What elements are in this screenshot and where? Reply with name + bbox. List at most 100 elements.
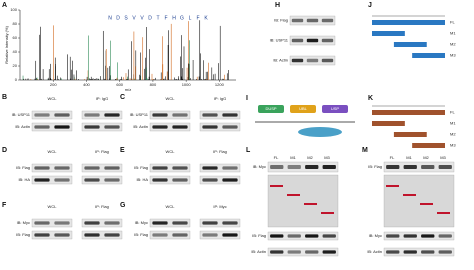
construct-bar <box>372 110 445 115</box>
column-title: WCL <box>166 96 176 101</box>
row-label: IB: Myc <box>135 220 148 225</box>
band <box>322 250 336 254</box>
band <box>287 234 301 238</box>
row-label: IB: HA <box>136 177 148 182</box>
row-label: IB: Actin <box>273 58 288 63</box>
row-label: IB: Flag <box>16 165 30 170</box>
row-label: IB: Myc <box>17 220 30 225</box>
residue: D <box>148 15 152 21</box>
blot <box>31 230 73 240</box>
band <box>84 113 100 117</box>
residue: G <box>180 15 184 21</box>
row-label: IB: Flag <box>368 164 382 169</box>
band <box>386 165 400 169</box>
band <box>104 113 120 117</box>
blot <box>199 122 241 132</box>
construct-label: M1 <box>450 31 456 36</box>
blot <box>267 161 339 173</box>
column-title: WCL <box>166 204 176 209</box>
band <box>84 178 100 182</box>
band <box>34 166 50 170</box>
band <box>403 165 417 169</box>
y-tick-label: 20 <box>13 63 18 68</box>
band <box>152 233 168 237</box>
row-label: IB: USP11 <box>12 112 31 117</box>
panel-label: H <box>275 2 280 9</box>
band <box>306 18 319 23</box>
blot <box>81 110 123 120</box>
panel-label: B <box>2 94 7 101</box>
band <box>202 113 218 117</box>
construct-label: M3 <box>450 143 456 148</box>
construct-bar <box>412 143 445 148</box>
column-title: WCL <box>166 149 176 154</box>
y-axis-label: Relative Intensity (%) <box>4 25 9 63</box>
band <box>34 125 50 129</box>
blot <box>267 247 339 257</box>
blot <box>149 230 191 240</box>
lane-label: FL <box>274 155 279 160</box>
band <box>386 234 400 238</box>
lane-label: M3 <box>440 155 446 160</box>
band <box>172 233 188 237</box>
band <box>322 234 336 238</box>
row-label: IB: Actin <box>367 249 382 254</box>
band <box>321 18 334 23</box>
band <box>403 234 417 238</box>
row-label: IB: HA <box>18 177 30 182</box>
y-tick-label: 60 <box>13 35 18 40</box>
row-label: IB: Myc <box>253 164 266 169</box>
panel-label: F <box>2 202 7 209</box>
band <box>84 233 100 237</box>
band <box>222 113 238 117</box>
x-tick-label: 400 <box>83 82 90 87</box>
column-title: WCL <box>48 96 58 101</box>
residue: D <box>116 15 120 21</box>
blot <box>81 230 123 240</box>
band <box>291 38 304 43</box>
band <box>172 125 188 129</box>
band <box>104 166 120 170</box>
residue: F <box>196 15 199 21</box>
blot <box>149 110 191 120</box>
row-label: IB: Flag <box>274 18 288 23</box>
band <box>104 178 120 182</box>
column-title: IP: IgG <box>214 96 226 101</box>
column-title: WCL <box>48 204 58 209</box>
band <box>305 250 319 254</box>
row-label: IB: Flag <box>134 165 148 170</box>
residue: S <box>124 15 128 21</box>
column-title: IP: IgG <box>96 96 108 101</box>
row-label: IB: Actin <box>15 124 30 129</box>
band <box>202 221 218 225</box>
column-title: IP: Flag <box>213 149 227 154</box>
band <box>270 165 284 169</box>
band <box>305 165 319 169</box>
band <box>222 166 238 170</box>
band <box>34 178 50 182</box>
band <box>54 178 70 182</box>
domain-label: DUSP <box>265 106 276 111</box>
band <box>34 113 50 117</box>
blot <box>149 218 191 228</box>
row-label: IB: USP11 <box>270 38 289 43</box>
blot <box>31 110 73 120</box>
row-label: IB: Myc <box>369 233 382 238</box>
band <box>54 125 70 129</box>
band <box>202 233 218 237</box>
y-tick-label: 0 <box>15 77 18 82</box>
blot <box>149 122 191 132</box>
band <box>202 125 218 129</box>
residue: V <box>140 15 144 21</box>
residue: H <box>172 15 176 21</box>
panel-label: J <box>368 2 372 9</box>
band <box>152 221 168 225</box>
construct-bar <box>372 20 445 25</box>
band <box>34 221 50 225</box>
blot <box>199 218 241 228</box>
band <box>172 178 188 182</box>
blot <box>31 163 73 173</box>
panel-label: M <box>362 147 368 154</box>
x-tick-label: 800 <box>150 82 157 87</box>
blot <box>383 231 455 241</box>
